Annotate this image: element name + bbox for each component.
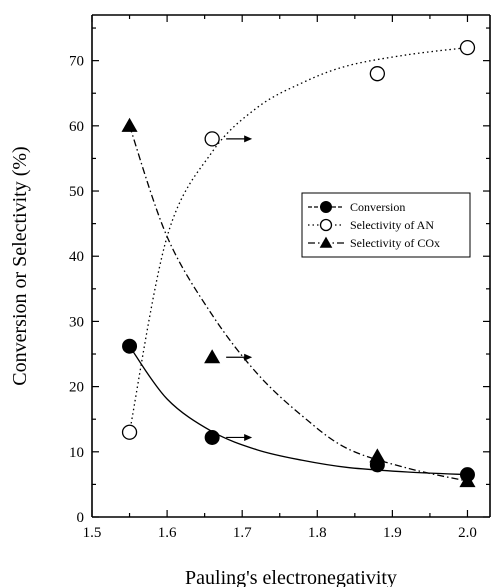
y-tick-label: 50 (69, 184, 84, 200)
annotations (226, 135, 253, 441)
fit-curve-selectivity-of-cox (128, 125, 468, 482)
point-selectivity-of-cox (204, 349, 221, 364)
point-conversion (204, 429, 220, 445)
point-selectivity-of-an (121, 424, 138, 440)
annotation-arrow-head (244, 353, 253, 361)
fit-curve-conversion (129, 345, 468, 476)
axes (91, 14, 491, 518)
point-selectivity-of-cox (369, 448, 386, 463)
y-tick-label: 40 (69, 249, 84, 265)
legend-marker (319, 236, 333, 248)
data-points (121, 39, 476, 488)
legend-label: Selectivity of COx (350, 236, 440, 250)
x-tick-label: 1.8 (308, 525, 327, 541)
x-tick-label: 1.7 (233, 525, 252, 541)
x-tick-label: 1.9 (383, 525, 402, 541)
x-tick-label: 1.5 (83, 525, 102, 541)
y-tick-label: 30 (69, 314, 84, 330)
y-tick-label: 20 (69, 380, 84, 396)
legend-label: Selectivity of AN (350, 218, 434, 232)
fit-curves (128, 46, 468, 482)
x-axis-title: Pauling's electronegativity (185, 567, 397, 587)
y-axis-title: Conversion or Selectivity (%) (9, 146, 31, 385)
x-tick-label: 1.6 (158, 525, 177, 541)
y-tick-label: 10 (69, 445, 84, 461)
annotation-arrow-head (244, 433, 253, 441)
y-tick-label: 60 (69, 119, 84, 135)
legend-marker (320, 201, 332, 213)
legend-label: Conversion (350, 200, 405, 214)
legend: Conversion Selectivity of AN Selectivity o… (301, 192, 471, 258)
ticks: 1.5 1.6 1.7 1.8 1.9 2.0 0 10 20 30 40 50 60 70 (69, 15, 490, 541)
point-selectivity-of-an (369, 66, 386, 82)
y-tick-label: 0 (77, 510, 85, 526)
point-selectivity-of-cox (121, 117, 138, 132)
annotation-arrow-head (244, 135, 253, 143)
x-tick-label: 2.0 (458, 525, 477, 541)
point-selectivity-of-an (459, 39, 476, 56)
point-selectivity-of-an (204, 131, 220, 147)
legend-marker (319, 218, 333, 232)
y-tick-label: 70 (69, 54, 84, 70)
point-selectivity-of-cox (459, 473, 476, 488)
point-conversion (122, 338, 138, 354)
